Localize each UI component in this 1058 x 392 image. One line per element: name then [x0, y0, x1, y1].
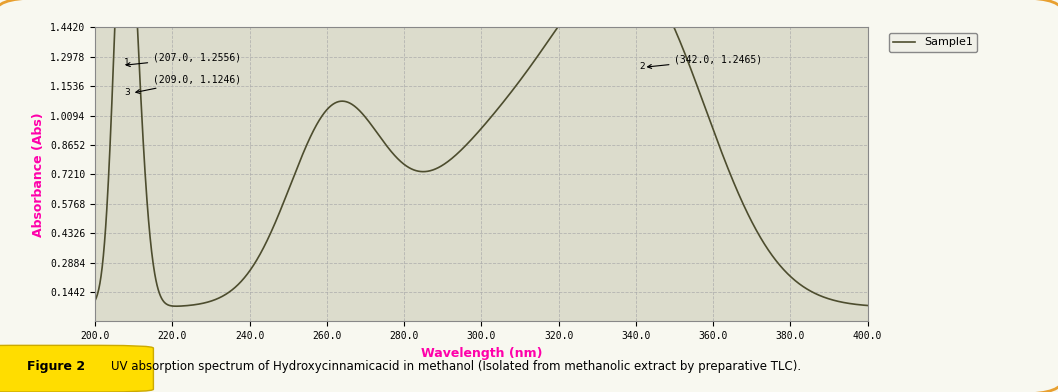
Text: 3: 3 [124, 88, 130, 97]
Y-axis label: Absorbance (Abs): Absorbance (Abs) [32, 112, 44, 237]
Text: Figure 2: Figure 2 [28, 360, 85, 373]
Sample1 [129, 3, 142, 8]
Sample1 [444, 157, 457, 162]
Sample1 [839, 301, 852, 305]
Sample1 [840, 301, 853, 305]
Text: 2: 2 [640, 62, 645, 71]
Text: (209.0, 1.1246): (209.0, 1.1246) [135, 75, 241, 93]
Line: Sample1: Sample1 [95, 5, 868, 306]
Sample1 [861, 303, 874, 308]
Sample1 [466, 137, 478, 142]
X-axis label: Wavelength (nm): Wavelength (nm) [421, 347, 542, 360]
FancyBboxPatch shape [0, 345, 153, 392]
Text: UV absorption spectrum of Hydroxycinnamicacid in methanol (Isolated from methano: UV absorption spectrum of Hydroxycinnami… [111, 360, 801, 373]
Text: (207.0, 1.2556): (207.0, 1.2556) [126, 53, 241, 67]
Sample1 [698, 103, 711, 107]
Sample1 [89, 298, 102, 303]
Text: 1: 1 [124, 58, 130, 67]
Sample1 [109, 3, 122, 8]
Legend: Sample1: Sample1 [889, 33, 978, 52]
Sample1 [170, 304, 183, 309]
Text: (342.0, 1.2465): (342.0, 1.2465) [647, 54, 763, 69]
